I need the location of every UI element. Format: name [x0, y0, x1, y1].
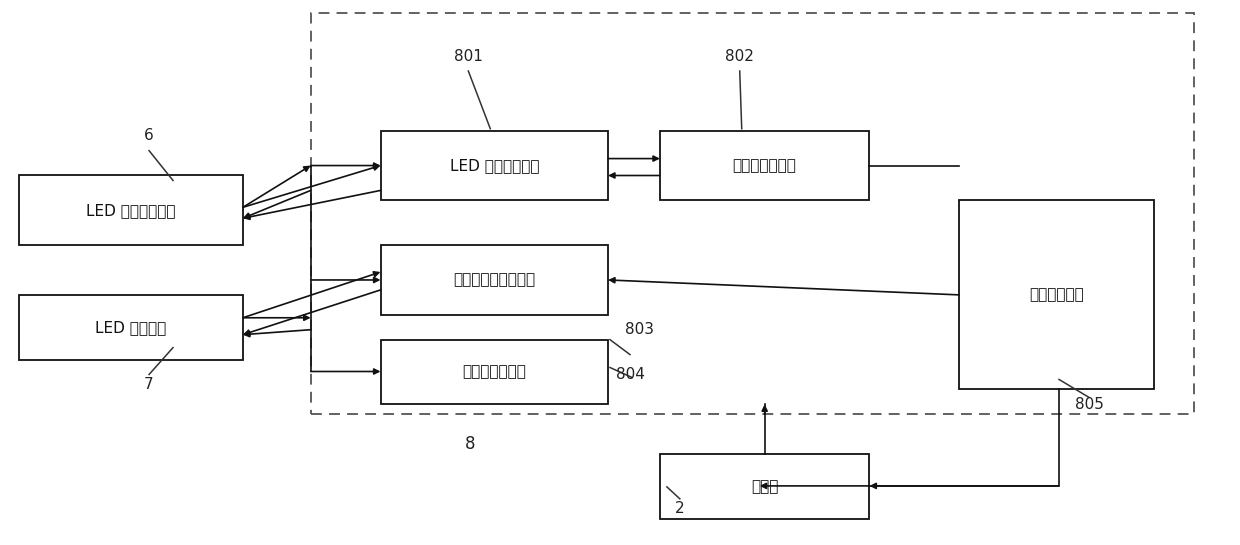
Bar — [660, 131, 869, 201]
Text: 触摸屏: 触摸屏 — [751, 479, 779, 494]
Bar — [311, 13, 1194, 414]
Text: 6: 6 — [144, 128, 154, 143]
Text: 803: 803 — [625, 322, 655, 337]
Text: LED 驱动电路模块: LED 驱动电路模块 — [450, 158, 539, 173]
Text: 805: 805 — [1075, 397, 1104, 412]
Text: 电源电路模块: 电源电路模块 — [1029, 287, 1084, 302]
Bar — [660, 454, 869, 519]
Text: 801: 801 — [454, 49, 482, 64]
Text: 802: 802 — [725, 49, 754, 64]
Bar — [381, 340, 608, 404]
Text: 2: 2 — [675, 501, 684, 516]
Bar — [960, 201, 1153, 389]
Bar — [20, 175, 243, 245]
Text: 触摸屏检测电路: 触摸屏检测电路 — [733, 158, 796, 173]
Text: LED 荧光激发光源: LED 荧光激发光源 — [87, 203, 176, 218]
Bar — [381, 131, 608, 201]
Text: 7: 7 — [144, 377, 154, 392]
Text: 804: 804 — [615, 367, 645, 382]
Bar — [20, 295, 243, 360]
Text: 8: 8 — [465, 435, 476, 453]
Bar — [381, 245, 608, 315]
Text: 触摸屏驱动电路模块: 触摸屏驱动电路模块 — [453, 272, 536, 287]
Text: 触摸屏控制电路: 触摸屏控制电路 — [463, 365, 526, 379]
Text: LED 白光光源: LED 白光光源 — [95, 320, 166, 335]
